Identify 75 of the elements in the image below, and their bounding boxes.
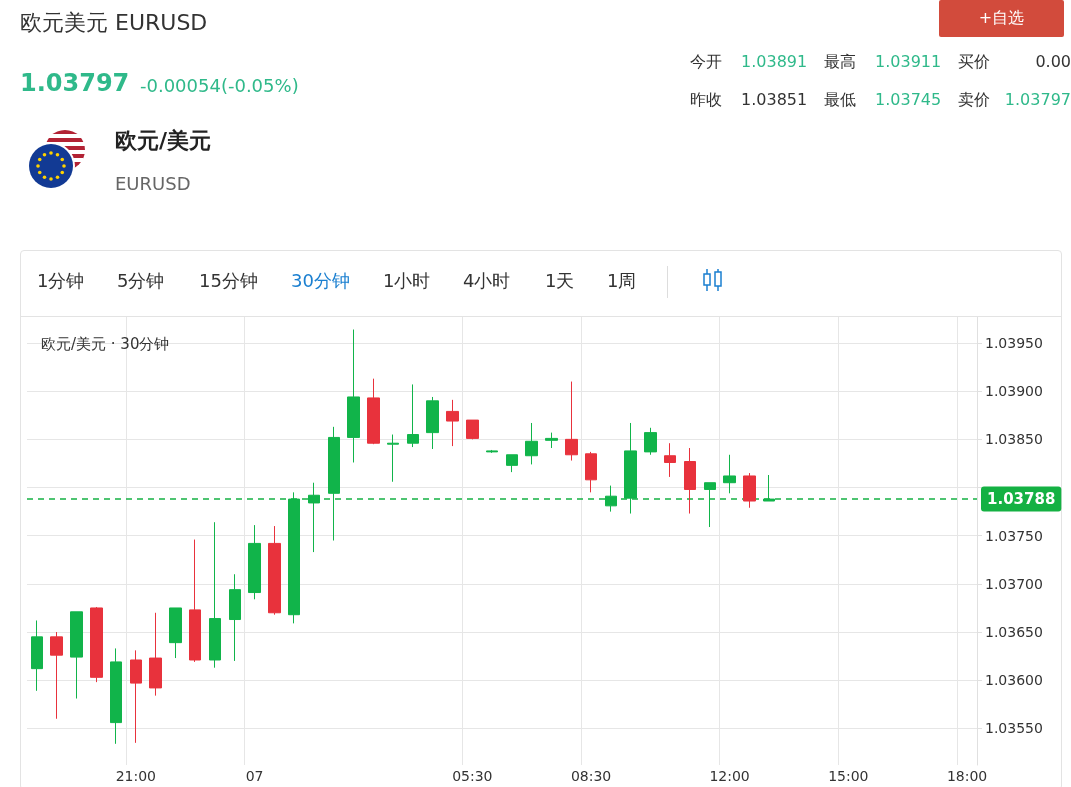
candlestick xyxy=(684,447,696,515)
text: 卖价 xyxy=(958,90,990,110)
candlestick xyxy=(387,434,399,483)
text: 最低 xyxy=(824,90,856,110)
text: 1.03745 xyxy=(875,90,942,110)
candlestick xyxy=(248,524,261,600)
candlestick xyxy=(565,381,578,462)
text: 1.03911 xyxy=(875,52,942,72)
candlestick xyxy=(486,449,498,454)
text: 4小时 xyxy=(463,270,511,292)
x-tick-label: 08:30 xyxy=(570,768,612,784)
candlestick xyxy=(229,573,241,662)
x-tick-label: 18:00 xyxy=(946,768,988,784)
text: 1小时 xyxy=(383,270,431,292)
text: 今开 xyxy=(690,52,722,72)
text: 欧元/美元 xyxy=(115,128,212,155)
y-tick-label: 1.03700 xyxy=(985,575,1043,592)
text: 5分钟 xyxy=(117,270,165,292)
y-tick-label: 1.03750 xyxy=(985,527,1043,544)
x-tick-label: 07 xyxy=(245,768,264,784)
text: 1.03851 xyxy=(741,90,808,110)
text: 30分钟 xyxy=(291,270,350,292)
text: 1天 xyxy=(545,270,575,292)
candlestick xyxy=(288,491,300,624)
text: EURUSD xyxy=(115,173,191,195)
candlestick xyxy=(50,631,63,720)
candlestick xyxy=(209,521,221,669)
candlestick xyxy=(426,396,439,450)
text: 0.00 xyxy=(1035,52,1071,72)
candlestick xyxy=(506,454,518,473)
candlestick xyxy=(347,329,360,463)
candlestick xyxy=(268,525,281,616)
text: 买价 xyxy=(958,52,990,72)
candlestick xyxy=(130,649,142,744)
y-tick-label: 1.03600 xyxy=(985,672,1043,689)
candlestick xyxy=(407,383,419,448)
y-tick-label: 1.03950 xyxy=(985,335,1043,352)
x-tick-label: 05:30 xyxy=(452,768,493,784)
text: 昨收 xyxy=(690,90,722,110)
text: 1周 xyxy=(607,270,637,292)
candlestick xyxy=(723,454,736,494)
candlestick xyxy=(644,427,657,456)
text: +自选 xyxy=(939,0,1064,37)
candlestick xyxy=(743,472,756,509)
candlestick xyxy=(367,378,380,445)
text: -0.00054(-0.05%) xyxy=(140,75,299,97)
text: 最高 xyxy=(824,52,856,72)
text: 欧元/美元 · 30分钟 xyxy=(41,334,170,353)
candlestick xyxy=(466,419,479,440)
text: 欧元美元 EURUSD xyxy=(20,10,208,37)
candlestick xyxy=(110,647,122,745)
candlestick xyxy=(525,422,538,465)
y-tick-label: 1.03550 xyxy=(985,720,1043,737)
y-tick-label: 1.03900 xyxy=(985,383,1043,400)
text: 1.03797 xyxy=(20,69,130,98)
candlestick xyxy=(31,619,43,692)
candlestick xyxy=(90,606,103,683)
candlestick xyxy=(545,432,558,449)
text: 1.03891 xyxy=(741,52,808,72)
candlestick xyxy=(446,399,459,447)
ref-line-label: 1.03788 xyxy=(987,490,1056,509)
candlestick xyxy=(169,607,182,659)
text: 1分钟 xyxy=(37,270,85,292)
x-tick-label: 15:00 xyxy=(828,768,869,784)
text: 15分钟 xyxy=(199,270,258,292)
x-tick-label: 12:00 xyxy=(709,768,750,784)
candlestick xyxy=(70,611,83,700)
candlestick xyxy=(149,612,162,697)
candlestick xyxy=(585,451,597,493)
y-tick-label: 1.03850 xyxy=(985,431,1043,448)
y-tick-label: 1.03650 xyxy=(985,624,1043,641)
x-tick-label: 21:00 xyxy=(115,768,157,784)
candlestick xyxy=(189,539,201,663)
candlestick xyxy=(664,442,676,478)
text: 1.03797 xyxy=(1004,90,1071,110)
